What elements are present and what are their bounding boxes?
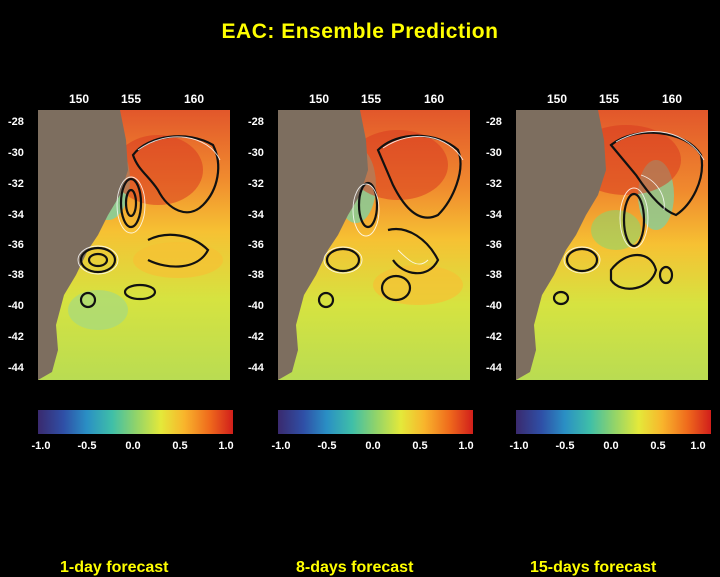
lat-label: -36 (486, 239, 502, 251)
land-mass (38, 110, 128, 380)
lon-label-160: 160 (183, 92, 205, 106)
forecast-panel-1day: 150 155 160 -28 -30 -32 -34 -36 -38 -40 … (8, 85, 234, 576)
panel-caption: 8-days forecast (296, 559, 414, 576)
colorbar-tick: -0.5 (77, 440, 97, 452)
lon-label-160: 160 (661, 92, 683, 106)
lat-label: -28 (8, 116, 24, 128)
lat-label: -40 (8, 300, 24, 312)
lat-label: -32 (8, 178, 24, 190)
lon-label-150: 150 (308, 92, 330, 106)
lat-label: -28 (248, 116, 264, 128)
colorbar-tick: -1.0 (271, 440, 291, 452)
forecast-panel-8days: 150 155 160 -28 -30 -32 -34 -36 -38 -40 … (248, 85, 474, 576)
lat-label: -32 (248, 178, 264, 190)
lat-label: -36 (8, 239, 24, 251)
colorbar-tick: 0.0 (365, 440, 381, 452)
land-mass (516, 110, 606, 380)
lat-label: -42 (486, 331, 502, 343)
colorbar-tick: 0.5 (650, 440, 666, 452)
lat-label: -30 (8, 147, 24, 159)
lat-label: -40 (248, 300, 264, 312)
lat-label: -34 (8, 209, 24, 221)
forecast-map (278, 110, 470, 380)
lon-label-150: 150 (546, 92, 568, 106)
lat-label: -44 (8, 362, 24, 374)
lat-label: -42 (8, 331, 24, 343)
panel-caption: 15-days forecast (530, 559, 657, 576)
lat-label: -28 (486, 116, 502, 128)
colorbar-tick: -0.5 (555, 440, 575, 452)
colorbar-tick: 0.0 (603, 440, 619, 452)
lat-label: -30 (486, 147, 502, 159)
lat-label: -38 (248, 269, 264, 281)
colorbar (38, 410, 233, 434)
land-mass (278, 110, 368, 380)
forecast-map (38, 110, 230, 380)
colorbar-tick: 1.0 (218, 440, 234, 452)
lon-label-155: 155 (120, 92, 142, 106)
colorbar-tick: -1.0 (31, 440, 51, 452)
colorbar (278, 410, 473, 434)
colorbar-tick: 0.5 (172, 440, 188, 452)
lon-label-155: 155 (598, 92, 620, 106)
figure-title: EAC: Ensemble Prediction (221, 20, 499, 43)
lon-label-150: 150 (68, 92, 90, 106)
colorbar-tick: -1.0 (509, 440, 529, 452)
lon-label-155: 155 (360, 92, 382, 106)
lat-label: -36 (248, 239, 264, 251)
lat-label: -38 (8, 269, 24, 281)
lat-label: -30 (248, 147, 264, 159)
lat-label: -34 (486, 209, 502, 221)
lon-label-160: 160 (423, 92, 445, 106)
lat-label: -42 (248, 331, 264, 343)
colorbar-tick: 1.0 (690, 440, 706, 452)
panel-caption: 1-day forecast (60, 559, 169, 576)
lat-label: -34 (248, 209, 264, 221)
colorbar-tick: -0.5 (317, 440, 337, 452)
colorbar (516, 410, 711, 434)
colorbar-tick: 1.0 (458, 440, 474, 452)
colorbar-tick: 0.0 (125, 440, 141, 452)
lat-label: -32 (486, 178, 502, 190)
lat-label: -38 (486, 269, 502, 281)
lat-label: -40 (486, 300, 502, 312)
colorbar-tick: 0.5 (412, 440, 428, 452)
forecast-panel-15days: 150 155 160 -28 -30 -32 -34 -36 -38 -40 … (486, 85, 711, 576)
lat-label: -44 (248, 362, 264, 374)
forecast-map (516, 110, 708, 380)
lat-label: -44 (486, 362, 502, 374)
